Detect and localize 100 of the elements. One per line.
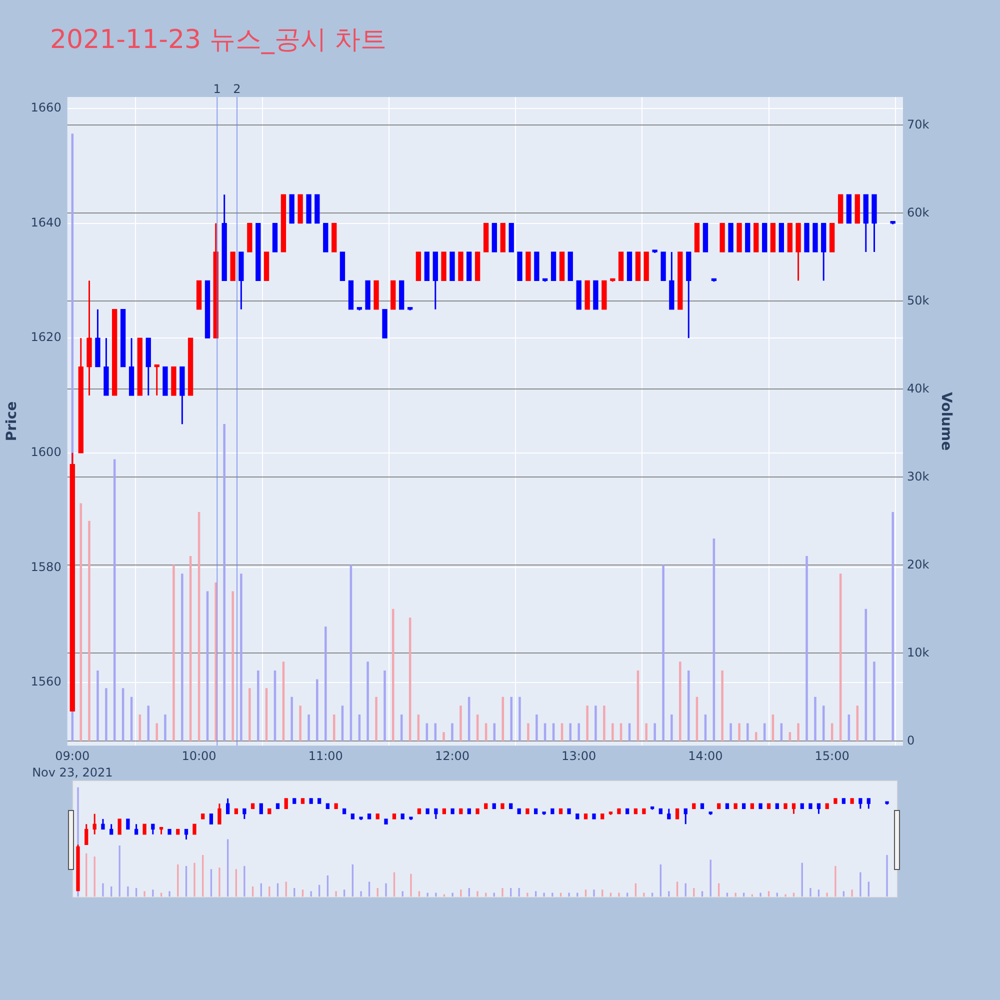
- bar: [662, 564, 664, 742]
- candlestick: [534, 252, 540, 282]
- bar: [290, 696, 293, 742]
- candlestick: [272, 222, 278, 252]
- bar: [96, 670, 99, 742]
- bar: [654, 723, 656, 742]
- candlestick: [602, 280, 607, 310]
- candlestick: [702, 222, 708, 252]
- candlestick: [247, 222, 252, 252]
- candlestick: [584, 280, 590, 310]
- candlestick: [568, 252, 573, 282]
- bar: [324, 626, 327, 742]
- y2-tick-label: 10k: [906, 645, 930, 660]
- candlestick: [745, 222, 750, 252]
- candlestick: [838, 194, 844, 224]
- candlestick: [280, 194, 286, 252]
- bar: [308, 714, 310, 742]
- candlestick: [678, 252, 683, 310]
- bar: [578, 723, 580, 742]
- text: 2: [233, 82, 241, 96]
- bar: [873, 662, 876, 742]
- y-tick-label: 1660: [30, 100, 62, 115]
- bar: [892, 512, 894, 742]
- candlestick: [298, 194, 303, 224]
- candlestick: [162, 366, 168, 396]
- bar: [299, 706, 302, 742]
- bar: [366, 662, 369, 742]
- y2-tick-label: 20k: [906, 557, 930, 572]
- x-tick-label: 13:00: [562, 748, 596, 763]
- candlestick: [399, 280, 404, 310]
- bar: [730, 723, 732, 742]
- bar: [232, 591, 234, 742]
- candlestick: [466, 252, 472, 282]
- candlestick: [787, 222, 792, 252]
- bar: [536, 714, 538, 742]
- chart-title: 2021-11-23 뉴스_공시 차트: [50, 24, 387, 57]
- candlestick: [348, 280, 354, 310]
- candlestick: [830, 222, 835, 252]
- bar: [612, 723, 614, 742]
- candlestick: [635, 252, 641, 282]
- y2-tick-label: 30k: [906, 469, 930, 484]
- candlestick: [728, 222, 734, 252]
- candlestick: [137, 338, 142, 396]
- y-tick-label: 1620: [30, 330, 62, 344]
- candlestick: [492, 222, 497, 252]
- candlestick: [526, 252, 531, 282]
- bar: [460, 706, 462, 742]
- bar: [181, 574, 184, 742]
- candlestick: [770, 222, 776, 252]
- bar: [223, 424, 226, 742]
- candlestick: [306, 194, 312, 224]
- x-tick-label: 11:00: [308, 748, 343, 763]
- bar: [594, 706, 597, 742]
- candlestick: [120, 309, 126, 368]
- candlestick: [390, 280, 396, 310]
- candlestick: [736, 222, 742, 252]
- bar: [257, 670, 260, 742]
- bar: [687, 670, 690, 742]
- bar: [164, 714, 166, 742]
- x-tick-label: 15:00: [814, 748, 850, 763]
- candlestick: [230, 252, 236, 282]
- candlestick: [323, 222, 328, 252]
- candlestick: [264, 252, 270, 282]
- bar: [645, 723, 648, 742]
- bar: [105, 688, 108, 742]
- candlestick: [289, 194, 294, 224]
- x-tick-label: 12:00: [434, 748, 470, 763]
- candlestick: [483, 222, 489, 252]
- bar: [88, 520, 90, 742]
- candlestick: [508, 222, 514, 252]
- y-tick-label: 1640: [30, 215, 62, 230]
- candlestick: [196, 280, 202, 310]
- bar: [442, 732, 445, 742]
- y2-tick-label: 70k: [906, 117, 930, 132]
- bar: [156, 723, 158, 742]
- bar: [603, 706, 606, 742]
- candlestick: [626, 252, 632, 282]
- candlestick: [660, 252, 666, 282]
- candlestick: [754, 222, 759, 252]
- bar: [569, 723, 572, 742]
- candlestick: [720, 222, 725, 252]
- y-tick-label: 1600: [30, 444, 62, 459]
- candlestick: [374, 280, 379, 310]
- bar: [147, 706, 150, 742]
- candlestick: [171, 366, 176, 396]
- candlestick: [365, 280, 370, 310]
- x-tick-label: 10:00: [182, 748, 216, 763]
- bar: [797, 723, 800, 742]
- bar: [814, 696, 816, 742]
- candlestick: [576, 280, 582, 310]
- y-axis-title: Price: [4, 401, 20, 442]
- candlestick: [559, 252, 565, 282]
- y2-tick-label: 0: [906, 733, 915, 748]
- candlestick: [340, 252, 346, 282]
- candlestick: [778, 222, 784, 252]
- x-tick-label: 14:00: [688, 748, 723, 763]
- text: Nov 23, 2021: [32, 766, 113, 780]
- bar: [451, 723, 454, 742]
- bar: [240, 574, 242, 742]
- candlestick: [256, 222, 261, 282]
